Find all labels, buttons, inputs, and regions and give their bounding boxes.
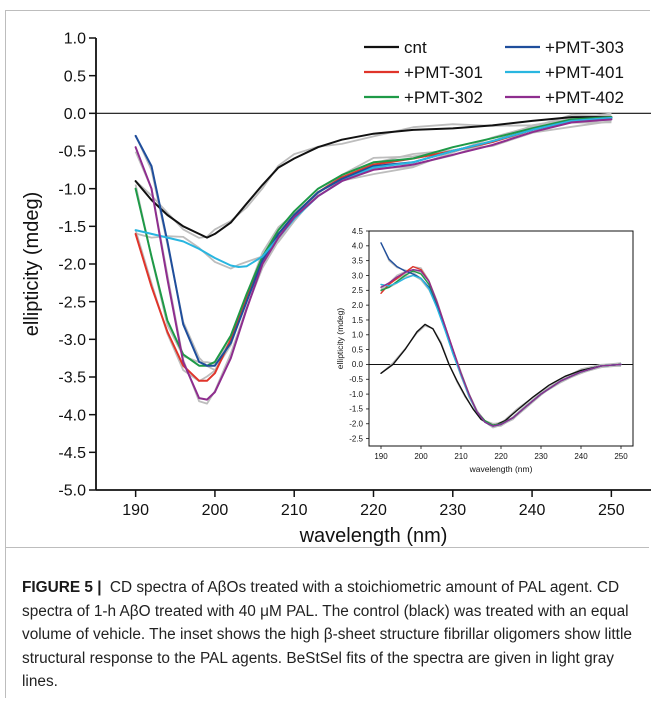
- main-ytick-label-4-0: -4.0: [58, 407, 86, 424]
- figure-divider: [5, 547, 649, 548]
- legend-label-cnt: cnt: [404, 38, 427, 57]
- main-series-pmt-402: [134, 118, 613, 401]
- inset-ytick-label-3-5: 3.5: [352, 256, 364, 265]
- inset-frame: [368, 230, 634, 447]
- main-series-pmt-302: [134, 116, 613, 367]
- main-xtick-label-200: 200: [202, 502, 229, 519]
- main-plot: 1.0 0.5 0.0 -0.5 -1.0 -1.5 -2.0 -2.5 -3.0 -3.5 -4.…: [21, 31, 651, 547]
- main-fit-cnt: [134, 112, 612, 239]
- inset-ytick-label-1-5: -1.5: [349, 405, 363, 414]
- main-ytick-label-0-0: 0.0: [64, 106, 86, 123]
- legend: cnt +PMT-301 +PMT-302 +PMT-303 +PMT-401 +PMT-…: [364, 38, 624, 107]
- inset-ytick-label-1-5: 1.5: [352, 316, 364, 325]
- inset-ytick-label-1-0: 1.0: [352, 331, 364, 340]
- inset-ytick-label-3-0: 3.0: [352, 271, 364, 280]
- inset-ytick-label-2-0: -2.0: [349, 420, 363, 429]
- inset-series-pmt-402: [380, 268, 622, 427]
- caption-label: FIGURE 5: [22, 579, 93, 596]
- main-xtick-label-190: 190: [122, 502, 149, 519]
- inset-ytick-label-0-5: -0.5: [349, 375, 363, 384]
- main-ytick-label-2-0: -2.0: [58, 257, 86, 274]
- main-ytick-label-0-5: 0.5: [64, 68, 86, 85]
- inset-ytick-label-0-5: 0.5: [352, 345, 364, 354]
- main-ytick-label-1-5: -1.5: [58, 219, 86, 236]
- figure-frame: [5, 10, 650, 698]
- main-ytick-label-2-5: -2.5: [58, 294, 86, 311]
- inset-series-cnt: [380, 323, 622, 426]
- main-ytick-label-5-0: -5.0: [58, 483, 86, 500]
- inset-xtick-label-210: 210: [454, 452, 468, 461]
- inset-xtick-label-200: 200: [414, 452, 428, 461]
- inset-ytick-label-4-5: 4.5: [352, 227, 364, 236]
- main-xtick-label-250: 250: [598, 502, 625, 519]
- main-series-cnt: [134, 116, 613, 239]
- main-ytick-label-1-0: -1.0: [58, 181, 86, 198]
- inset-xtick-label-240: 240: [574, 452, 588, 461]
- inset-xtick-label-190: 190: [374, 452, 388, 461]
- legend-label-pmt-301: +PMT-301: [404, 63, 483, 82]
- main-ytick-label-4-5: -4.5: [58, 445, 86, 462]
- inset-ytick-label-0-0: 0.0: [352, 360, 364, 369]
- caption-separator: |: [97, 579, 102, 596]
- legend-label-pmt-402: +PMT-402: [545, 88, 624, 107]
- legend-label-pmt-302: +PMT-302: [404, 88, 483, 107]
- cd-spectra-chart: 1.0 0.5 0.0 -0.5 -1.0 -1.5 -2.0 -2.5 -3.0 -3.5 -4.…: [21, 31, 651, 547]
- figure-caption: FIGURE 5 | CD spectra of AβOs treated wi…: [22, 576, 642, 694]
- legend-label-pmt-303: +PMT-303: [545, 38, 624, 57]
- inset-xtick-label-220: 220: [494, 452, 508, 461]
- main-xtick-label-230: 230: [439, 502, 466, 519]
- main-xtick-label-210: 210: [281, 502, 308, 519]
- main-xtick-label-240: 240: [519, 502, 546, 519]
- main-y-axis-label: ellipticity (mdeg): [21, 192, 43, 336]
- inset-plot: 4.5 4.0 3.5 3.0 2.5 2.0 1.5 1.0 0.5 0.0 -0.5 -1.0 -1…: [335, 227, 634, 474]
- main-x-axis-label: wavelength (nm): [299, 525, 448, 547]
- inset-ytick-label-2-5: 2.5: [352, 286, 364, 295]
- main-ytick-label-0-5: -0.5: [58, 144, 86, 161]
- main-xtick-label-220: 220: [360, 502, 387, 519]
- main-ytick-label-1-0: 1.0: [64, 31, 86, 48]
- legend-label-pmt-401: +PMT-401: [545, 63, 624, 82]
- inset-ytick-label-4-0: 4.0: [352, 242, 364, 251]
- main-ytick-label-3-0: -3.0: [58, 332, 86, 349]
- inset-ytick-label-1-0: -1.0: [349, 390, 363, 399]
- main-ytick-label-3-5: -3.5: [58, 370, 86, 387]
- inset-y-axis-label: ellipticity (mdeg): [335, 308, 345, 370]
- inset-ytick-label-2-5: -2.5: [349, 434, 363, 443]
- inset-xtick-label-250: 250: [614, 452, 628, 461]
- caption-text: CD spectra of AβOs treated with a stoich…: [22, 579, 632, 690]
- inset-xtick-label-230: 230: [534, 452, 548, 461]
- inset-x-axis-label: wavelength (nm): [469, 464, 533, 474]
- inset-ytick-label-2-0: 2.0: [352, 301, 364, 310]
